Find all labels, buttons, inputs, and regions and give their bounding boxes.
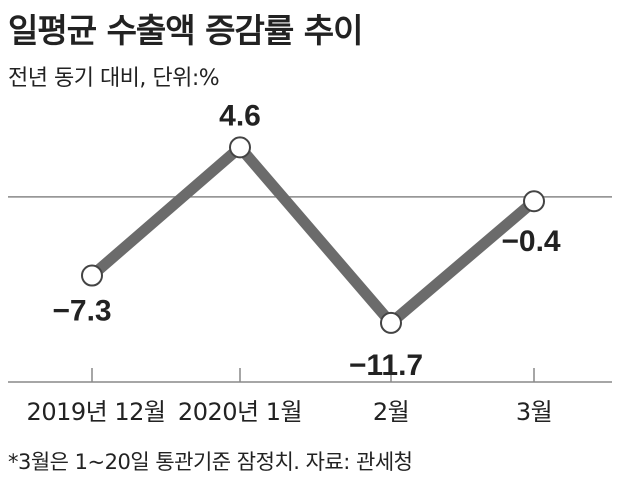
x-tick-label: 2020년 1월 xyxy=(178,398,302,426)
data-point xyxy=(229,136,251,159)
x-tick-label: 3월 xyxy=(516,398,552,426)
data-point xyxy=(380,311,402,334)
data-points xyxy=(81,136,545,334)
source-footnote: *3월은 1~20일 통관기준 잠정치. 자료: 관세청 xyxy=(8,450,413,474)
data-label: −0.4 xyxy=(501,225,561,258)
data-labels: −7.3 4.6 −11.7 −0.4 xyxy=(52,99,561,382)
chart-subtitle: 전년 동기 대비, 단위:% xyxy=(8,66,220,91)
x-tick-label: 2월 xyxy=(373,398,409,426)
data-label: 4.6 xyxy=(219,99,261,132)
data-point xyxy=(523,190,545,213)
chart-title: 일평균 수출액 증감률 추이 xyxy=(8,11,363,50)
x-axis-labels: 2019년 12월 2020년 1월 2월 3월 xyxy=(27,398,553,426)
x-tick-label: 2019년 12월 xyxy=(27,398,166,426)
data-label: −7.3 xyxy=(52,295,111,328)
series-line xyxy=(86,141,540,329)
data-point xyxy=(81,264,103,287)
data-label: −11.7 xyxy=(349,349,423,382)
x-axis-ticks xyxy=(91,368,535,382)
